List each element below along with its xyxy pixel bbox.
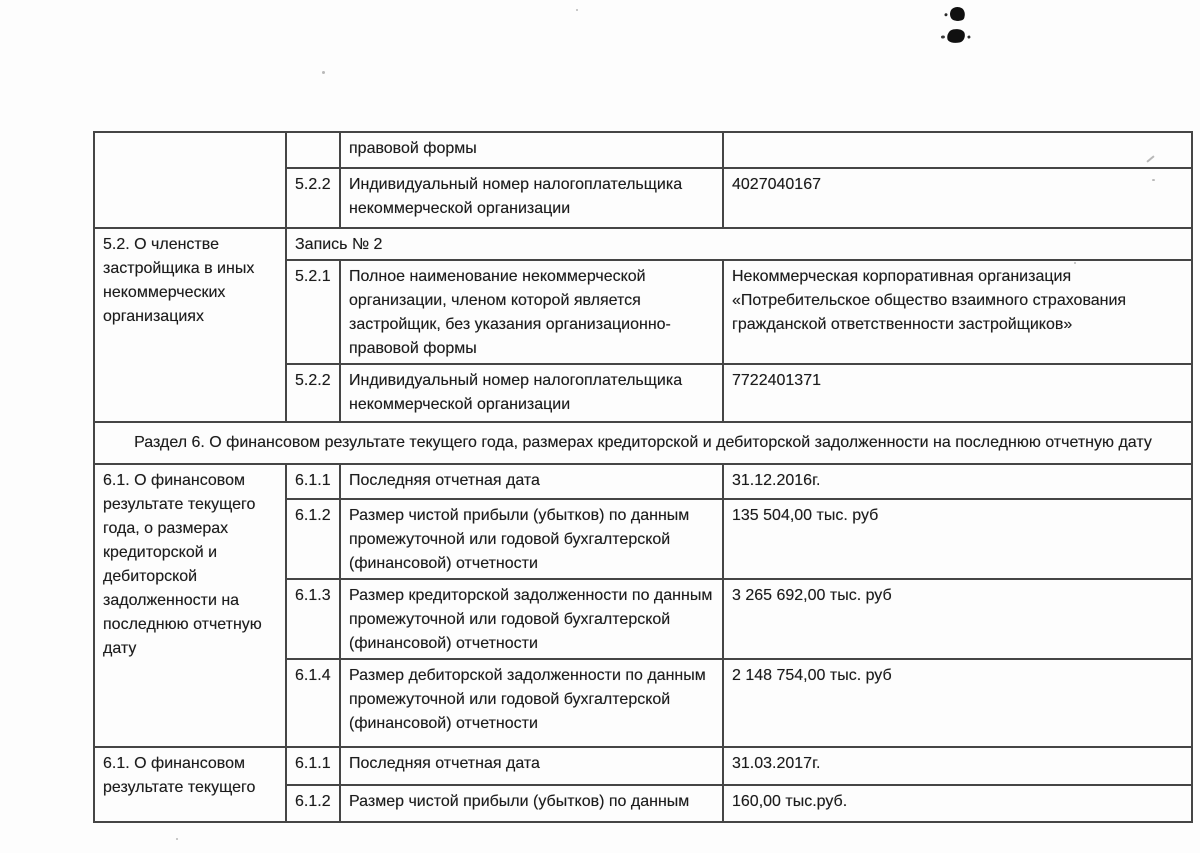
item-label-cell: Полное наименование некоммерческой орган…	[339, 259, 724, 365]
section-title-cell-empty	[93, 131, 287, 229]
scan-speck	[576, 9, 578, 11]
item-number-cell: 6.1.1	[285, 746, 341, 786]
table-row: 6.1.4 Размер дебиторской задолженности п…	[94, 658, 1193, 748]
item-number-cell: 6.1.2	[285, 498, 341, 580]
table-row: 6.1.2 Размер чистой прибыли (убытков) по…	[94, 784, 1193, 823]
item-number-cell: 6.1.4	[285, 658, 341, 748]
record-header-cell: Запись № 2	[285, 227, 1193, 261]
item-number-cell: 6.1.2	[285, 784, 341, 823]
table-row: 6.1.2 Размер чистой прибыли (убытков) по…	[94, 498, 1193, 580]
table-row: 5.2.1 Полное наименование некоммерческой…	[94, 259, 1193, 365]
table-row: 6.1. О финансовом результате текущего го…	[93, 463, 1193, 748]
item-label-cell: Последняя отчетная дата	[339, 463, 724, 500]
item-label-cell: правовой формы	[339, 131, 724, 169]
item-label-cell: Размер чистой прибыли (убытков) по данны…	[339, 498, 724, 580]
table-row: 5.2. О членстве застройщика в иных неком…	[93, 227, 1193, 423]
ink-stain	[948, 5, 967, 23]
item-number-cell: 6.1.3	[285, 578, 341, 660]
item-label-cell: Размер дебиторской задолженности по данн…	[339, 658, 724, 748]
item-label-cell: Индивидуальный номер налогоплательщика н…	[339, 363, 724, 423]
item-value-cell: 3 265 692,00 тыс. руб	[722, 578, 1193, 660]
item-label-cell: Размер чистой прибыли (убытков) по данны…	[339, 784, 724, 823]
table-row: 6.1. О финансовом результате текущего 6.…	[93, 746, 1193, 823]
item-number-cell: 6.1.1	[285, 463, 341, 500]
item-value-cell: 135 504,00 тыс. руб	[722, 498, 1193, 580]
item-value-cell-empty	[722, 131, 1193, 169]
table-row: 6.1.3 Размер кредиторской задолженности …	[94, 578, 1193, 660]
item-value-cell: 7722401371	[722, 363, 1193, 423]
table-row: 5.2.2 Индивидуальный номер налогоплатель…	[94, 167, 1193, 229]
item-number-cell-empty	[285, 131, 341, 169]
section-title-cell: 6.1. О финансовом результате текущего го…	[93, 463, 287, 748]
section-title-cell: 5.2. О членстве застройщика в иных неком…	[93, 227, 287, 423]
item-value-cell: 31.03.2017г.	[722, 746, 1193, 786]
item-value-cell: 4027040167	[722, 167, 1193, 229]
item-value-cell: Некоммерческая корпоративная организация…	[722, 259, 1193, 365]
item-number-cell: 5.2.2	[285, 363, 341, 423]
item-number-cell: 5.2.2	[285, 167, 341, 229]
item-label-cell: Размер кредиторской задолженности по дан…	[339, 578, 724, 660]
item-label-cell: Индивидуальный номер налогоплательщика н…	[339, 167, 724, 229]
table-row: 5.2.2 Индивидуальный номер налогоплатель…	[94, 363, 1193, 423]
table-row-section-header: Раздел 6. О финансовом результате текуще…	[93, 421, 1193, 465]
scan-speck	[176, 838, 178, 840]
item-value-cell: 31.12.2016г.	[722, 463, 1193, 500]
ink-stain	[945, 27, 967, 45]
item-value-cell: 160,00 тыс.руб.	[722, 784, 1193, 823]
disclosure-table: правовой формы 5.2.2 Индивидуальный номе…	[93, 131, 1193, 823]
section-title-cell: 6.1. О финансовом результате текущего	[93, 746, 287, 823]
item-value-cell: 2 148 754,00 тыс. руб	[722, 658, 1193, 748]
item-number-cell: 5.2.1	[285, 259, 341, 365]
section-header-cell: Раздел 6. О финансовом результате текуще…	[93, 421, 1193, 465]
table-row: правовой формы	[93, 131, 1193, 229]
item-label-cell: Последняя отчетная дата	[339, 746, 724, 786]
scan-speck	[322, 71, 325, 74]
